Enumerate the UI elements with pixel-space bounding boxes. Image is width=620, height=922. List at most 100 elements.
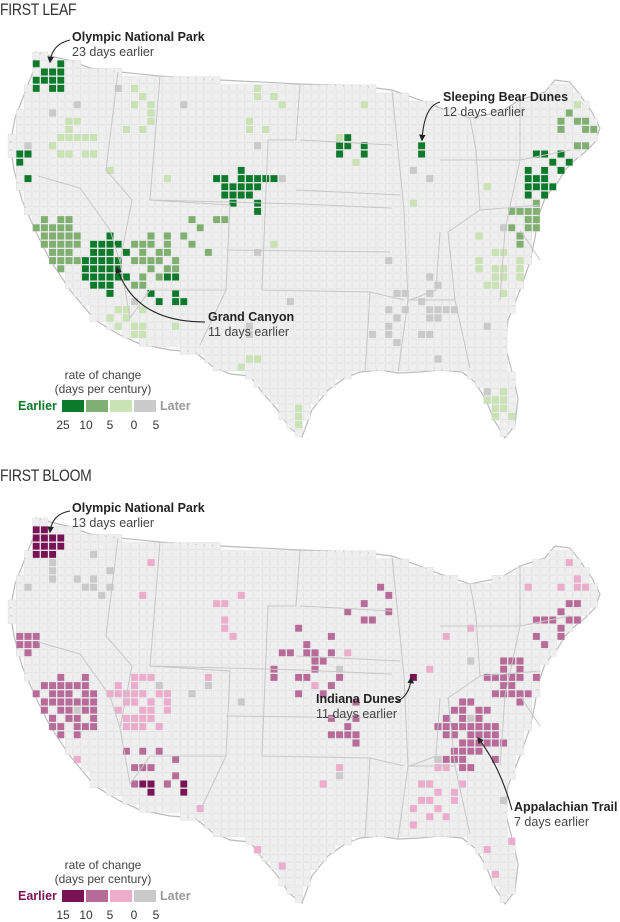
grid-cell [376,314,385,322]
grid-cell [81,567,90,575]
grid-cell [237,763,245,772]
grid-cell [270,166,278,175]
grid-cell [311,142,319,150]
grid-cell [385,306,393,314]
grid-cell [122,632,131,641]
grid-cell [360,207,368,216]
grid-cell [434,583,442,591]
grid-cell [376,355,385,363]
grid-cell [188,347,196,355]
grid-cell [417,330,426,339]
grid-cell [352,92,360,101]
grid-cell [327,558,336,567]
grid-cell [294,306,303,314]
grid-cell [376,583,385,591]
grid-cell [40,166,49,175]
grid-cell [442,591,450,600]
grid-cell [417,125,426,134]
grid-cell [65,125,73,134]
grid-cell [368,747,377,755]
grid-cell [262,265,270,273]
grid-cell [294,599,303,608]
grid-cell [319,747,327,755]
grid-cell [475,821,483,829]
grid-cell [360,142,368,150]
grid-cell [434,158,442,166]
grid-cell [48,117,57,125]
grid-cell [229,673,237,682]
grid-cell [262,92,270,101]
grid-cell [516,174,524,183]
grid-cell [57,591,65,600]
grid-cell [130,133,139,142]
grid-cell [180,780,188,788]
legend-tick: 15 [56,908,70,922]
grid-cell [147,681,155,690]
grid-cell [65,142,73,150]
grid-cell [458,624,467,632]
grid-cell [188,591,196,600]
grid-cell [262,133,270,142]
grid-cell [98,599,106,608]
grid-cell [40,117,49,125]
grid-cell [253,714,262,723]
grid-cell [335,363,344,371]
grid-cell [221,722,229,731]
grid-cell [106,780,114,788]
grid-cell [188,183,196,191]
grid-cell [89,142,98,150]
grid-cell [48,616,57,624]
grid-cell [442,199,450,207]
grid-cell [385,763,393,772]
grid-cell [65,101,73,109]
grid-cell [401,347,409,355]
grid-cell [483,837,491,846]
grid-cell [65,591,73,600]
grid-cell [311,117,319,125]
grid-cell [196,215,204,224]
grid-cell [294,207,303,216]
grid-cell [180,183,188,191]
grid-cell [393,731,401,739]
grid-cell [89,232,98,240]
grid-cell [409,657,418,665]
grid-cell [401,183,409,191]
grid-cell [516,747,524,755]
grid-cell [196,224,204,232]
grid-cell [426,297,434,306]
grid-cell [89,739,98,747]
grid-cell [352,706,360,714]
grid-cell [417,142,426,150]
grid-cell [204,804,213,813]
grid-cell [73,199,81,207]
grid-cell [467,297,475,306]
grid-cell [73,117,81,125]
grid-cell [237,232,245,240]
grid-cell [524,665,532,673]
grid-cell [73,289,81,298]
grid-cell [212,640,221,649]
grid-cell [229,174,237,183]
grid-cell [508,854,516,862]
grid-cell [434,240,442,248]
grid-cell [81,649,90,657]
grid-cell [360,166,368,175]
grid-cell [278,355,286,363]
grid-cell [434,174,442,183]
grid-cell [212,796,221,805]
grid-cell [65,60,73,68]
grid-cell [245,821,254,829]
grid-cell [368,788,377,796]
grid-cell [327,207,336,216]
grid-cell [229,575,237,583]
grid-cell [417,215,426,224]
grid-cell [360,591,368,600]
grid-cell [32,550,40,559]
grid-cell [360,690,368,698]
grid-cell [409,297,418,306]
grid-cell [491,837,500,846]
grid-cell [171,575,180,583]
grid-cell [417,747,426,755]
grid-cell [32,575,40,583]
grid-cell [147,599,155,608]
